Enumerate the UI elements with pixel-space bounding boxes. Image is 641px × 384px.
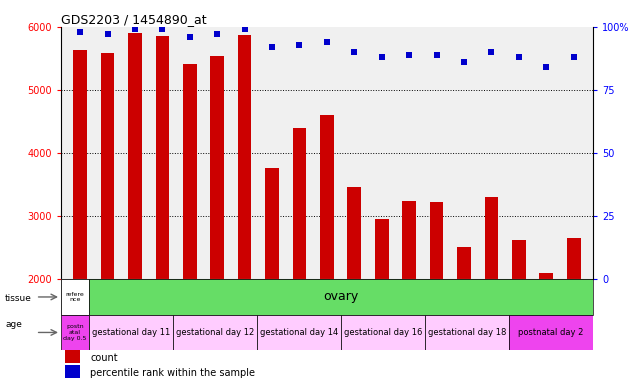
Text: postn
atal
day 0.5: postn atal day 0.5 (63, 324, 87, 341)
Bar (293, 128, 306, 384)
Bar (567, 238, 581, 384)
Point (75, 29, 85, 35)
Point (541, 64, 551, 70)
Bar (101, 53, 114, 384)
Point (157, 26, 167, 33)
Text: gestational day 14: gestational day 14 (260, 328, 338, 337)
Bar (509, 315, 593, 350)
Point (513, 54, 524, 60)
Point (377, 54, 387, 60)
Bar (210, 56, 224, 384)
Bar (156, 36, 169, 384)
Point (212, 31, 222, 38)
Bar (128, 33, 142, 384)
Text: refere
nce: refere nce (65, 291, 84, 302)
Point (349, 49, 360, 55)
Bar (375, 219, 388, 384)
Point (322, 39, 332, 45)
Bar (65, 350, 80, 363)
Text: gestational day 16: gestational day 16 (344, 328, 422, 337)
Bar (429, 202, 444, 384)
Bar (347, 187, 361, 384)
Text: gestational day 11: gestational day 11 (92, 328, 170, 337)
Point (569, 54, 579, 60)
Bar (173, 315, 257, 350)
Point (294, 41, 304, 48)
Text: GDS2203 / 1454890_at: GDS2203 / 1454890_at (61, 13, 206, 26)
Bar (265, 168, 279, 384)
Bar (257, 315, 341, 350)
Point (404, 51, 414, 58)
Bar (238, 35, 251, 384)
Bar (89, 315, 173, 350)
Bar (341, 315, 425, 350)
Text: count: count (90, 353, 118, 362)
Bar (540, 273, 553, 384)
Point (459, 59, 469, 65)
Text: age: age (5, 320, 22, 329)
Point (487, 49, 497, 55)
Point (431, 51, 442, 58)
Text: percentile rank within the sample: percentile rank within the sample (90, 367, 255, 378)
Text: gestational day 18: gestational day 18 (428, 328, 506, 337)
Text: tissue: tissue (5, 294, 32, 303)
Point (240, 26, 250, 33)
Point (185, 34, 195, 40)
Bar (403, 201, 416, 384)
Text: gestational day 12: gestational day 12 (176, 328, 254, 337)
Bar (73, 50, 87, 384)
Bar (457, 247, 471, 384)
Bar (183, 64, 197, 384)
Bar (61, 315, 89, 350)
Point (103, 31, 113, 38)
Text: postnatal day 2: postnatal day 2 (518, 328, 583, 337)
Text: ovary: ovary (323, 290, 358, 303)
Bar (425, 315, 509, 350)
Point (267, 44, 277, 50)
Bar (320, 115, 334, 384)
Point (130, 26, 140, 33)
Bar (65, 365, 80, 378)
Bar (512, 240, 526, 384)
Bar (61, 279, 89, 315)
Bar (485, 197, 498, 384)
